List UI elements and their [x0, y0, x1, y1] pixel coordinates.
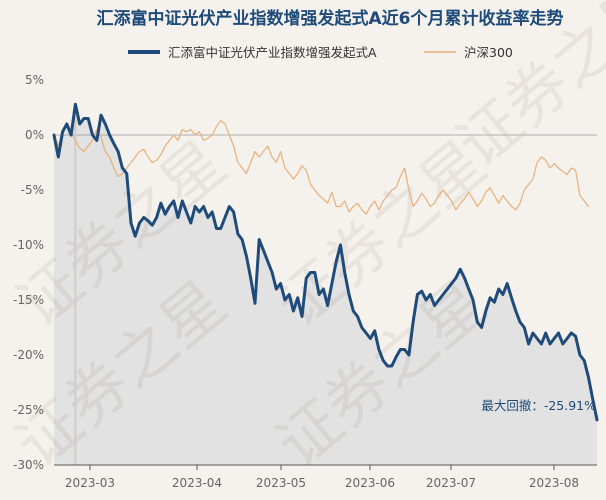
- x-tick-label: 2023-08: [529, 476, 579, 490]
- y-tick-label: -15%: [13, 293, 44, 307]
- x-tick-label: 2023-07: [426, 476, 476, 490]
- y-tick-label: -10%: [13, 238, 44, 252]
- fund-area-fill: [54, 104, 597, 465]
- chart-title: 汇添富中证光伏产业指数增强发起式A近6个月累计收益率走势: [97, 8, 564, 29]
- legend-label-fund: 汇添富中证光伏产业指数增强发起式A: [168, 45, 377, 60]
- y-tick-label: 0%: [25, 128, 44, 142]
- x-tick-label: 2023-03: [65, 476, 115, 490]
- axis-layer: 5% 0% -5% -10% -15% -20% -25% -30% 2023-03 2023-0…: [13, 73, 597, 490]
- y-tick-label: 5%: [25, 73, 44, 87]
- series-line-index: [53, 120, 589, 215]
- y-tick-label: -5%: [21, 183, 44, 197]
- series-line-fund: [52, 102, 599, 422]
- plot-area: [52, 102, 599, 465]
- chart-legend: 汇添富中证光伏产业指数增强发起式A 沪深300: [128, 45, 513, 60]
- max-drawdown-annotation: 最大回撤：-25.91%: [481, 398, 596, 413]
- y-tick-label: -30%: [13, 458, 44, 472]
- x-tick-label: 2023-06: [345, 476, 395, 490]
- x-tick-label: 2023-04: [172, 476, 222, 490]
- x-tick-label: 2023-05: [256, 476, 306, 490]
- y-tick-label: -25%: [13, 403, 44, 417]
- y-tick-label: -20%: [13, 348, 44, 362]
- legend-label-index: 沪深300: [464, 45, 513, 60]
